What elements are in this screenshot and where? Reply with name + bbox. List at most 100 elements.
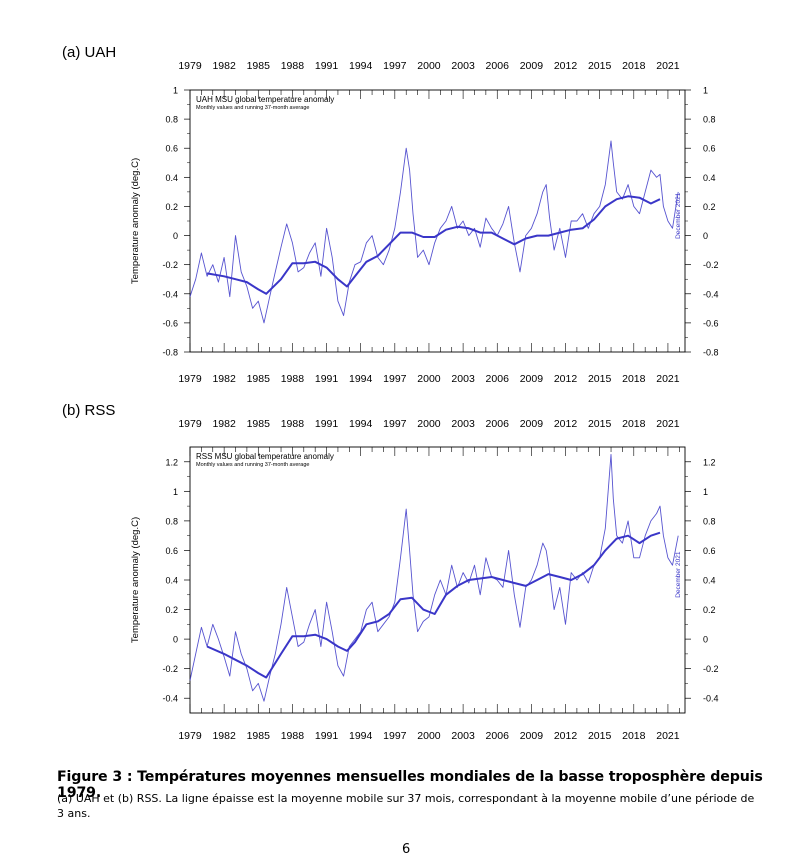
y-tick-label-left: 1	[173, 487, 178, 497]
x-tick-label-bottom: 2021	[656, 373, 680, 385]
x-tick-label-top: 2012	[554, 60, 578, 72]
y-tick-label-right: -0.2	[703, 260, 719, 270]
y-axis-title: Temperature anomaly (deg.C)	[130, 517, 141, 643]
y-tick-label-left: 0.2	[165, 202, 178, 212]
x-tick-label-bottom: 1985	[247, 373, 271, 385]
y-tick-label-right: -0.2	[703, 664, 719, 674]
x-tick-label-top: 2003	[451, 418, 475, 430]
y-tick-label-left: -0.4	[162, 289, 178, 299]
y-tick-label-right: -0.6	[703, 318, 719, 328]
y-tick-label-right: -0.8	[703, 348, 719, 358]
y-tick-label-right: 0	[703, 635, 708, 645]
y-tick-label-left: -0.2	[162, 260, 178, 270]
x-tick-label-top: 1997	[383, 60, 407, 72]
y-tick-label-left: 0.6	[165, 546, 178, 556]
y-tick-label-left: 0.8	[165, 115, 178, 125]
y-tick-label-left: -0.4	[162, 694, 178, 704]
x-tick-label-bottom: 2006	[486, 373, 510, 385]
x-tick-label-bottom: 2009	[520, 373, 544, 385]
x-tick-label-bottom: 1982	[212, 373, 236, 385]
y-tick-label-right: -0.4	[703, 694, 719, 704]
x-tick-label-top: 1985	[247, 418, 271, 430]
page-number: 6	[402, 842, 411, 857]
x-tick-label-bottom: 1979	[178, 730, 202, 742]
x-tick-label-top: 1994	[349, 60, 373, 72]
y-tick-label-right: 0.6	[703, 546, 716, 556]
y-tick-label-left: 0.4	[165, 173, 178, 183]
x-tick-label-top: 2009	[520, 418, 544, 430]
x-tick-label-bottom: 2018	[622, 730, 646, 742]
x-tick-label-top: 1997	[383, 418, 407, 430]
y-tick-label-right: 0.4	[703, 173, 716, 183]
figure-caption-text: (a) UAH et (b) RSS. La ligne épaisse est…	[57, 792, 755, 820]
x-tick-label-bottom: 2003	[451, 373, 475, 385]
x-tick-label-top: 2009	[520, 60, 544, 72]
x-tick-label-top: 1985	[247, 60, 271, 72]
y-tick-label-left: 0	[173, 635, 178, 645]
y-tick-label-right: 0.2	[703, 605, 716, 615]
x-tick-label-top: 2018	[622, 60, 646, 72]
y-tick-label-left: 1	[173, 86, 178, 96]
chart-subtitle: Monthly values and running 37-month aver…	[196, 462, 309, 468]
x-tick-label-top: 1988	[281, 418, 305, 430]
y-tick-label-right: 0.8	[703, 115, 716, 125]
y-tick-label-right: 0.8	[703, 516, 716, 526]
x-tick-label-top: 1979	[178, 60, 202, 72]
x-tick-label-bottom: 2009	[520, 730, 544, 742]
y-tick-label-left: -0.2	[162, 664, 178, 674]
monthly-values-line	[189, 140, 679, 324]
y-tick-label-left: 0.6	[165, 144, 178, 154]
x-tick-label-top: 1994	[349, 418, 373, 430]
y-tick-label-left: 0.2	[165, 605, 178, 615]
chart-0-group	[184, 89, 691, 353]
chart-subtitle: Monthly values and running 37-month aver…	[196, 105, 309, 111]
x-tick-label-bottom: 2015	[588, 373, 612, 385]
panel-label-uah: (a) UAH	[62, 44, 117, 61]
x-tick-label-top: 2021	[656, 60, 680, 72]
x-tick-label-bottom: 2021	[656, 730, 680, 742]
x-tick-label-top: 1982	[212, 418, 236, 430]
y-tick-label-right: 1	[703, 487, 708, 497]
running-average-line	[206, 531, 661, 679]
x-tick-label-bottom: 2015	[588, 730, 612, 742]
y-tick-label-left: -0.6	[162, 318, 178, 328]
chart-1-group	[184, 446, 691, 714]
y-tick-label-right: 0.6	[703, 144, 716, 154]
chart-title: UAH MSU global temperature anomaly	[196, 95, 334, 104]
date-annotation: December 2021	[675, 192, 682, 239]
figure-caption-title: Figure 3 : Températures moyennes mensuel…	[57, 769, 763, 801]
x-tick-label-top: 2003	[451, 60, 475, 72]
x-tick-label-top: 2012	[554, 418, 578, 430]
x-tick-label-top: 2000	[417, 418, 441, 430]
y-tick-label-left: 0.4	[165, 576, 178, 586]
y-tick-label-right: 0.2	[703, 202, 716, 212]
x-tick-label-bottom: 2012	[554, 730, 578, 742]
x-tick-label-bottom: 1994	[349, 730, 373, 742]
monthly-values-line	[189, 453, 679, 702]
x-tick-label-bottom: 2018	[622, 373, 646, 385]
x-tick-label-top: 2006	[486, 60, 510, 72]
y-tick-label-left: 0.8	[165, 516, 178, 526]
x-tick-label-bottom: 2006	[486, 730, 510, 742]
x-tick-label-top: 1988	[281, 60, 305, 72]
x-tick-label-top: 2006	[486, 418, 510, 430]
y-tick-label-right: 1.2	[703, 457, 716, 467]
x-tick-label-top: 2015	[588, 418, 612, 430]
x-tick-label-bottom: 1994	[349, 373, 373, 385]
x-tick-label-bottom: 2000	[417, 373, 441, 385]
y-axis-title: Temperature anomaly (deg.C)	[130, 158, 141, 284]
x-tick-label-bottom: 1991	[315, 373, 339, 385]
x-tick-label-top: 2018	[622, 418, 646, 430]
x-tick-label-bottom: 1985	[247, 730, 271, 742]
date-annotation: December 2021	[675, 551, 682, 598]
x-tick-label-top: 2015	[588, 60, 612, 72]
x-tick-label-top: 1982	[212, 60, 236, 72]
plot-frame	[189, 446, 686, 714]
x-tick-label-top: 1991	[315, 60, 339, 72]
x-tick-label-top: 2021	[656, 418, 680, 430]
y-tick-label-left: 0	[173, 231, 178, 241]
y-tick-label-right: 0.4	[703, 576, 716, 586]
x-tick-label-top: 1979	[178, 418, 202, 430]
running-average-line	[206, 195, 661, 295]
